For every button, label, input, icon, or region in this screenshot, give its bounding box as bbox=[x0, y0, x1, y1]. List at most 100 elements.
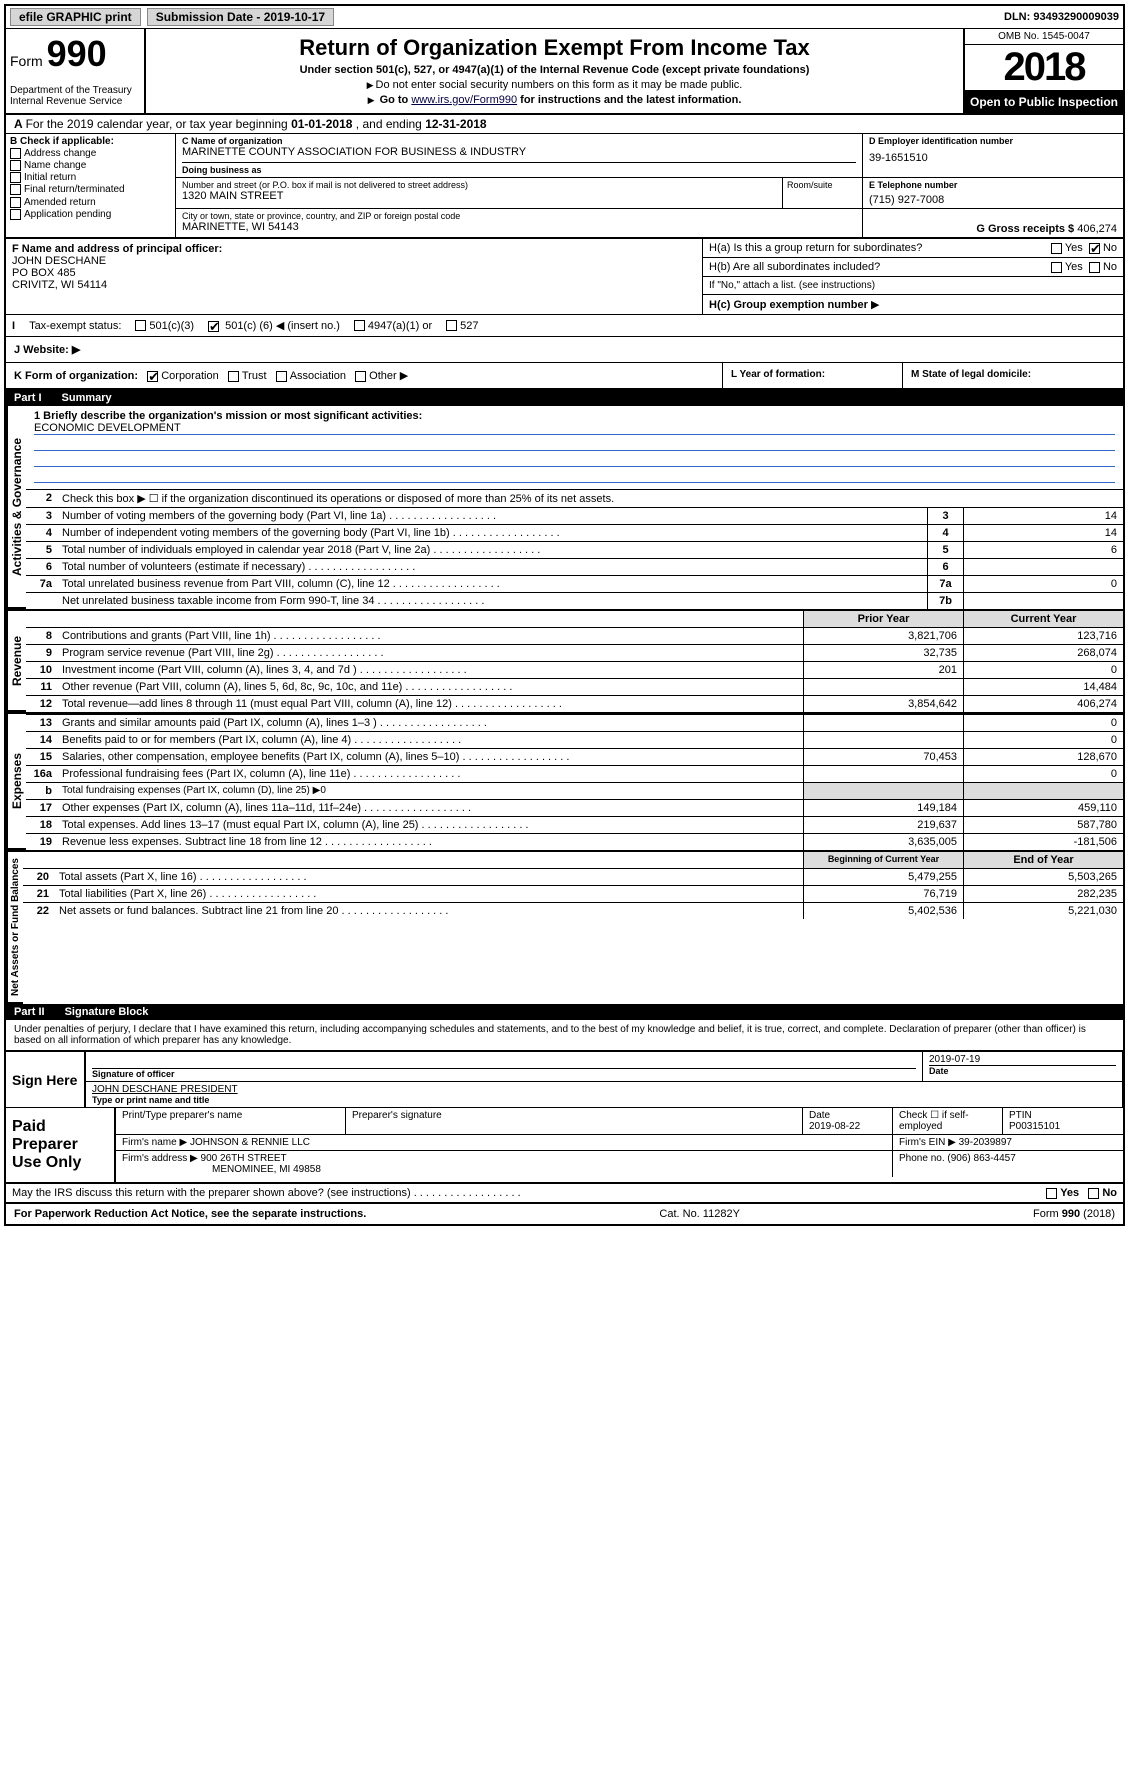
tax-exempt-row: I Tax-exempt status: 501(c)(3) 501(c) (6… bbox=[6, 315, 1123, 337]
gov-line: 6Total number of volunteers (estimate if… bbox=[26, 558, 1123, 575]
officer-name: JOHN DESCHANE bbox=[12, 255, 696, 267]
hdr-prior-year: Prior Year bbox=[803, 611, 963, 627]
gov-line: 4Number of independent voting members of… bbox=[26, 524, 1123, 541]
omb-number: OMB No. 1545-0047 bbox=[965, 29, 1123, 45]
tes-527[interactable]: 527 bbox=[446, 320, 478, 332]
data-line: 11Other revenue (Part VIII, column (A), … bbox=[26, 678, 1123, 695]
h-b-no[interactable]: No bbox=[1089, 261, 1117, 273]
gov-line: 7aTotal unrelated business revenue from … bbox=[26, 575, 1123, 592]
netassets-section: Net Assets or Fund Balances Beginning of… bbox=[6, 850, 1123, 1004]
tax-year: 2018 bbox=[965, 45, 1123, 91]
sig-date-label: Date bbox=[929, 1065, 1116, 1076]
dba-label: Doing business as bbox=[182, 165, 856, 175]
efile-button[interactable]: efile GRAPHIC print bbox=[10, 8, 141, 26]
ptin-label: PTIN bbox=[1009, 1110, 1032, 1121]
footer-pra: For Paperwork Reduction Act Notice, see … bbox=[14, 1208, 366, 1220]
chk-final-return[interactable]: Final return/terminated bbox=[10, 184, 171, 195]
k-label: K Form of organization: bbox=[14, 370, 138, 382]
gov-line: 3Number of voting members of the governi… bbox=[26, 507, 1123, 524]
addr-label: Number and street (or P.O. box if mail i… bbox=[182, 180, 776, 190]
mission-text: ECONOMIC DEVELOPMENT bbox=[34, 422, 1115, 435]
instr2-pre: Go to bbox=[380, 94, 412, 106]
section-cdefg: C Name of organization MARINETTE COUNTY … bbox=[176, 134, 1123, 237]
k-corporation[interactable]: Corporation bbox=[147, 370, 218, 382]
part-1-num: Part I bbox=[14, 392, 42, 404]
firm-name: JOHNSON & RENNIE LLC bbox=[190, 1137, 310, 1148]
mission-label: 1 Briefly describe the organization's mi… bbox=[34, 410, 1115, 422]
k-other[interactable]: Other ▶ bbox=[355, 370, 408, 382]
h-a-yes[interactable]: Yes bbox=[1051, 242, 1083, 254]
discuss-yes[interactable]: Yes bbox=[1046, 1187, 1079, 1199]
sig-name: JOHN DESCHANE PRESIDENT bbox=[92, 1084, 1116, 1095]
hdr-end-year: End of Year bbox=[963, 852, 1123, 868]
prep-selfemp-label: Check ☐ if self-employed bbox=[893, 1108, 1003, 1134]
l-label: L Year of formation: bbox=[731, 369, 825, 380]
prep-name-label: Print/Type preparer's name bbox=[116, 1108, 346, 1134]
prep-date: 2019-08-22 bbox=[809, 1121, 860, 1132]
data-line: 13Grants and similar amounts paid (Part … bbox=[26, 714, 1123, 731]
m-label: M State of legal domicile: bbox=[911, 369, 1031, 380]
data-line: 19Revenue less expenses. Subtract line 1… bbox=[26, 833, 1123, 850]
firm-ein-label: Firm's EIN ▶ bbox=[899, 1137, 956, 1148]
side-tab-revenue: Revenue bbox=[6, 611, 26, 712]
chk-initial-return[interactable]: Initial return bbox=[10, 172, 171, 183]
city-label: City or town, state or province, country… bbox=[182, 211, 856, 221]
tes-501c3[interactable]: 501(c)(3) bbox=[135, 320, 194, 332]
section-h: H(a) Is this a group return for subordin… bbox=[703, 239, 1123, 314]
period-end: 12-31-2018 bbox=[425, 117, 486, 131]
prep-sig-label: Preparer's signature bbox=[346, 1108, 803, 1134]
org-name-label: C Name of organization bbox=[182, 136, 856, 146]
tes-4947[interactable]: 4947(a)(1) or bbox=[354, 320, 432, 332]
ptin-value: P00315101 bbox=[1009, 1121, 1060, 1132]
department-label: Department of the Treasury Internal Reve… bbox=[10, 85, 140, 107]
chk-name-change[interactable]: Name change bbox=[10, 160, 171, 171]
chk-application-pending[interactable]: Application pending bbox=[10, 209, 171, 220]
revenue-section: Revenue Prior Year Current Year 8Contrib… bbox=[6, 609, 1123, 712]
firm-addr2: MENOMINEE, MI 49858 bbox=[212, 1164, 321, 1175]
h-b-label: H(b) Are all subordinates included? bbox=[709, 261, 1051, 273]
side-tab-expenses: Expenses bbox=[6, 714, 26, 850]
phone-label: E Telephone number bbox=[869, 180, 1117, 190]
h-a-no[interactable]: No bbox=[1089, 242, 1117, 254]
chk-address-change[interactable]: Address change bbox=[10, 148, 171, 159]
paid-preparer-label: Paid Preparer Use Only bbox=[6, 1108, 116, 1182]
period-pre: For the 2019 calendar year, or tax year … bbox=[26, 117, 292, 131]
city-value: MARINETTE, WI 54143 bbox=[182, 221, 856, 233]
h-b-yes[interactable]: Yes bbox=[1051, 261, 1083, 273]
form-subtitle: Under section 501(c), 527, or 4947(a)(1)… bbox=[152, 64, 957, 76]
k-trust[interactable]: Trust bbox=[228, 370, 267, 382]
phone-value: (715) 927-7008 bbox=[869, 194, 1117, 206]
section-b: B Check if applicable: Address change Na… bbox=[6, 134, 176, 237]
part-1-header: Part I Summary bbox=[6, 390, 1123, 406]
part-1-title: Summary bbox=[62, 392, 112, 404]
chk-amended-return[interactable]: Amended return bbox=[10, 197, 171, 208]
data-line: 14Benefits paid to or for members (Part … bbox=[26, 731, 1123, 748]
h-b-note: If "No," attach a list. (see instruction… bbox=[703, 277, 1123, 295]
period-begin: 01-01-2018 bbox=[291, 117, 352, 131]
tes-501c[interactable]: 501(c) (6) ◀ (insert no.) bbox=[208, 319, 340, 332]
firm-phone: (906) 863-4457 bbox=[947, 1153, 1015, 1164]
hdr-begin-year: Beginning of Current Year bbox=[803, 852, 963, 868]
data-line: 20Total assets (Part X, line 16)5,479,25… bbox=[23, 868, 1123, 885]
instruction-2: Go to www.irs.gov/Form990 for instructio… bbox=[152, 94, 957, 106]
header-mid: Return of Organization Exempt From Incom… bbox=[146, 29, 963, 113]
block-fh: F Name and address of principal officer:… bbox=[6, 239, 1123, 315]
ein-value: 39-1651510 bbox=[869, 152, 1117, 164]
section-a-period: A For the 2019 calendar year, or tax yea… bbox=[6, 115, 1123, 134]
sig-officer-label: Signature of officer bbox=[92, 1068, 916, 1079]
sig-date: 2019-07-19 bbox=[929, 1054, 1116, 1065]
submission-date-button[interactable]: Submission Date - 2019-10-17 bbox=[147, 8, 334, 26]
period-mid: , and ending bbox=[356, 117, 425, 131]
data-line: 16aProfessional fundraising fees (Part I… bbox=[26, 765, 1123, 782]
website-row: J Website: ▶ bbox=[6, 337, 1123, 363]
paid-preparer-block: Paid Preparer Use Only Print/Type prepar… bbox=[6, 1108, 1123, 1183]
data-line: 15Salaries, other compensation, employee… bbox=[26, 748, 1123, 765]
header-left: Form 990 Department of the Treasury Inte… bbox=[6, 29, 146, 113]
data-line: bTotal fundraising expenses (Part IX, co… bbox=[26, 782, 1123, 799]
k-association[interactable]: Association bbox=[276, 370, 346, 382]
form-990-page: efile GRAPHIC print Submission Date - 20… bbox=[4, 4, 1125, 1226]
discuss-no[interactable]: No bbox=[1088, 1187, 1117, 1199]
expenses-section: Expenses 13Grants and similar amounts pa… bbox=[6, 712, 1123, 850]
data-line: 17Other expenses (Part IX, column (A), l… bbox=[26, 799, 1123, 816]
form990-link[interactable]: www.irs.gov/Form990 bbox=[411, 94, 517, 106]
